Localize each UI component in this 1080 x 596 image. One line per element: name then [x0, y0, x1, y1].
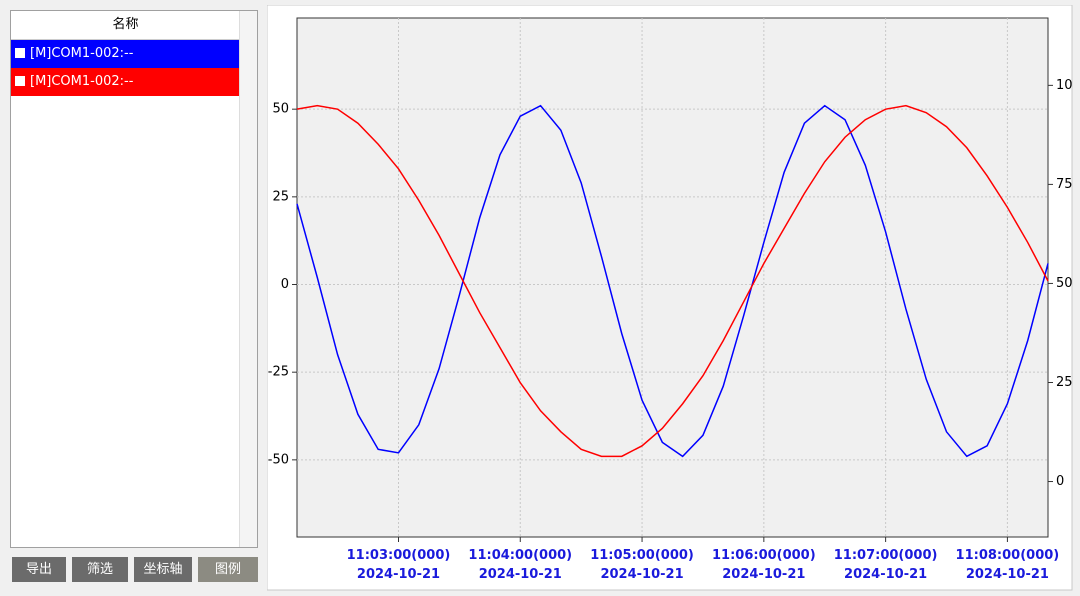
y2-tick-label: 0 — [1056, 474, 1064, 489]
x-tick-label: 11:07:00(000) 2024-10-21 — [834, 548, 938, 582]
checkbox[interactable] — [15, 48, 25, 58]
legend-button[interactable]: 图例 — [198, 557, 258, 582]
filter-button[interactable]: 筛选 — [72, 557, 128, 582]
x-tick-label: 11:06:00(000) 2024-10-21 — [712, 548, 816, 582]
chart: -50 -25 0 25 50 0 25 50 75 100 11:03:00(000)2024-1… — [266, 4, 1080, 591]
list-items: [M]COM1-002:-- [M]COM1-002:-- — [11, 40, 257, 96]
export-button[interactable]: 导出 — [12, 557, 66, 582]
item-label: [M]COM1-002:-- — [30, 46, 134, 61]
y-tick-label: 50 — [272, 102, 289, 117]
chart-panel: -50 -25 0 25 50 0 25 50 75 100 11:03:00(000)2024-1… — [266, 4, 1080, 595]
y2-tick-label: 50 — [1056, 276, 1073, 291]
y-tick-label: 25 — [272, 189, 289, 204]
y2-tick-label: 75 — [1056, 177, 1073, 192]
item-label: [M]COM1-002:-- — [30, 74, 134, 89]
list-item[interactable]: [M]COM1-002:-- — [11, 40, 240, 68]
y-tick-label: 0 — [281, 277, 289, 292]
series-line — [296, 104, 1049, 458]
y-tick-label: -50 — [268, 452, 289, 467]
axis-button[interactable]: 坐标轴 — [134, 557, 192, 582]
scrollbar[interactable] — [239, 11, 257, 547]
x-tick-label: 11:04:00(000) 2024-10-21 — [468, 548, 572, 582]
y-tick-label: -25 — [268, 365, 289, 380]
y2-tick-label: 25 — [1056, 375, 1073, 390]
y2-tick-label: 100 — [1056, 78, 1073, 93]
x-tick-label: 11:03:00(000) 2024-10-21 — [347, 548, 451, 582]
series-list: 名称 [M]COM1-002:-- [M]COM1-002:-- — [10, 10, 258, 548]
plot-area — [296, 17, 1049, 538]
x-tick-label: 11:05:00(000) 2024-10-21 — [590, 548, 694, 582]
list-header: 名称 — [11, 11, 240, 40]
x-tick-label: 11:08:00(000) 2024-10-21 — [956, 548, 1060, 582]
checkbox[interactable] — [15, 76, 25, 86]
series-line — [296, 104, 1049, 458]
list-item[interactable]: [M]COM1-002:-- — [11, 68, 240, 96]
